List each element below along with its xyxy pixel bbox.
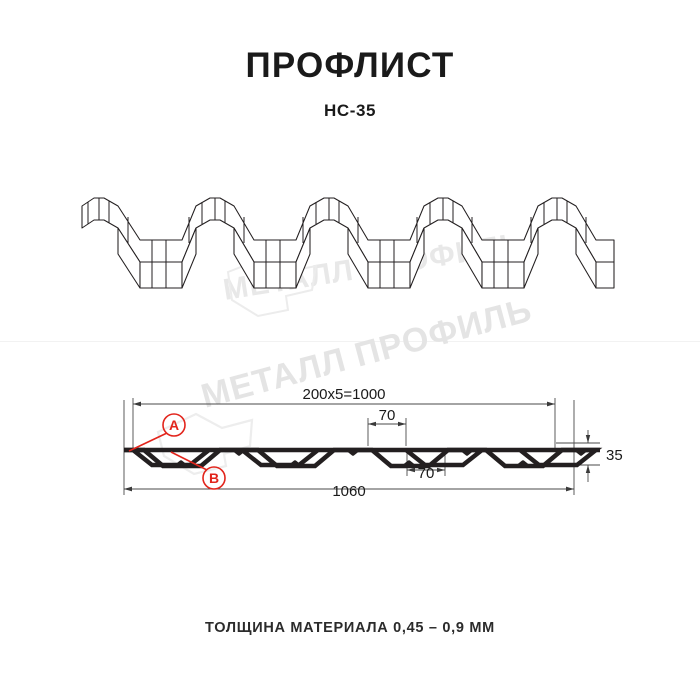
callout-b <box>170 451 226 490</box>
page-title: ПРОФЛИСТ <box>245 46 455 85</box>
profile-outline <box>124 447 603 468</box>
stiffening-notches <box>174 448 588 468</box>
isometric-profile-body <box>81 197 615 289</box>
dimension-height: 35 <box>606 447 623 464</box>
dimension-lines <box>123 398 600 495</box>
callout-a-label: A <box>169 417 179 433</box>
watermark-section: МЕТАЛЛ ПРОФИЛЬ <box>156 291 536 476</box>
dimension-valley-width: 70 <box>418 465 435 482</box>
dimension-crest-width: 70 <box>379 407 396 424</box>
watermark-isometric: МЕТАЛЛ ПРОФИЛЬ <box>221 227 525 318</box>
section-divider <box>0 341 700 342</box>
svg-text:МЕТАЛЛ ПРОФИЛЬ: МЕТАЛЛ ПРОФИЛЬ <box>221 227 525 307</box>
footer: ТОЛЩИНА МАТЕРИАЛА 0,45 – 0,9 ММ <box>0 620 700 636</box>
product-model-label: НС-35 <box>323 101 377 120</box>
isometric-stiffening-lines <box>87 198 587 288</box>
dimension-arrows <box>124 401 591 492</box>
dimension-overall-width: 1060 <box>332 483 365 500</box>
profile-wave <box>124 447 600 469</box>
header: ПРОФЛИСТ НС-35 <box>0 48 700 121</box>
callout-b-label: B <box>209 470 219 486</box>
material-thickness-note: ТОЛЩИНА МАТЕРИАЛА 0,45 – 0,9 ММ <box>205 620 495 636</box>
svg-text:МЕТАЛЛ ПРОФИЛЬ: МЕТАЛЛ ПРОФИЛЬ <box>197 291 536 416</box>
callout-a <box>128 413 186 452</box>
dimension-pitch-total: 200x5=1000 <box>303 386 386 403</box>
